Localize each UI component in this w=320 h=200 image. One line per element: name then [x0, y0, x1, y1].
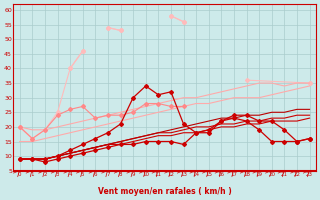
X-axis label: Vent moyen/en rafales ( km/h ): Vent moyen/en rafales ( km/h ) — [98, 187, 231, 196]
